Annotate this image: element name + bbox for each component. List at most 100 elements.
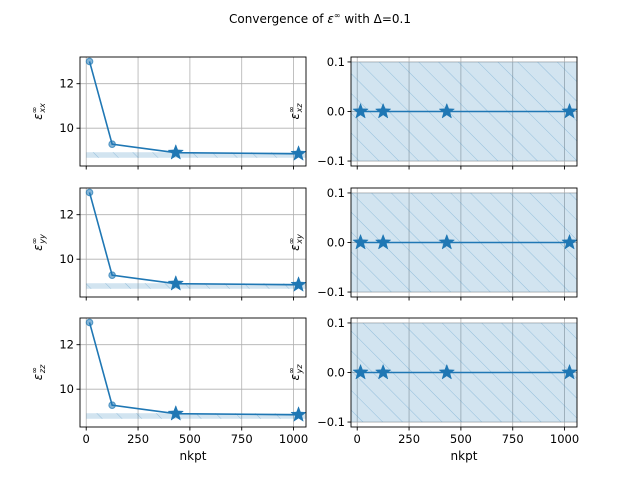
y-label-symbol: ε xyxy=(31,113,45,120)
star-marker-yy-3 xyxy=(290,276,306,292)
axes-frame-yy xyxy=(79,187,307,298)
y-tick-label: 0.0 xyxy=(327,236,345,250)
y-label-symbol: ε xyxy=(31,244,45,251)
point-marker-zz-1 xyxy=(108,401,116,410)
grid-zz xyxy=(80,318,306,427)
x-tick-label: 500 xyxy=(450,432,472,446)
grid-xx xyxy=(80,57,306,166)
star-marker-xy-3 xyxy=(561,233,577,250)
y-tick-label: −0.1 xyxy=(317,415,345,429)
y-tick-label: 0.0 xyxy=(327,366,345,380)
y-label-sup: ∞ xyxy=(287,106,296,113)
y-tick-label: 10 xyxy=(59,382,74,396)
star-marker-xx-3 xyxy=(290,145,306,161)
y-tick-label: −0.1 xyxy=(317,285,345,299)
series-line-zz xyxy=(88,322,299,416)
star-marker-yz-0 xyxy=(352,363,369,380)
y-tick-label: 10 xyxy=(59,252,74,266)
x-tick-label: 0 xyxy=(354,432,361,446)
y-label-sup: ∞ xyxy=(287,367,296,374)
point-marker-xx-1 xyxy=(108,140,116,148)
star-marker-xz-0 xyxy=(352,102,369,119)
x-tick-label: 250 xyxy=(127,432,149,446)
point-marker-yy-0 xyxy=(85,188,94,197)
star-marker-xz-3 xyxy=(561,102,577,119)
star-marker-yz-2 xyxy=(438,363,456,380)
point-marker-xx-0 xyxy=(85,57,94,66)
y-tick-label: 12 xyxy=(59,338,74,352)
y-label-sup: ∞ xyxy=(30,107,39,114)
y-axis-label-yy: ε∞yy xyxy=(30,234,47,251)
y-label-symbol: ε xyxy=(288,374,302,381)
y-axis-label-yz: ε∞yz xyxy=(287,364,304,381)
star-marker-xz-1 xyxy=(374,102,392,119)
star-marker-xy-1 xyxy=(374,233,392,250)
y-tick-label: 0.1 xyxy=(327,186,345,200)
band-hatch-xx xyxy=(86,152,306,158)
y-label-sub: yy xyxy=(38,234,47,245)
y-axis-label-xz: ε∞xz xyxy=(287,103,304,120)
plot-area-xx xyxy=(85,57,306,161)
y-label-sub: xx xyxy=(38,103,47,114)
x-tick-label: 500 xyxy=(179,432,201,446)
y-axis-label-xy: ε∞xy xyxy=(287,234,304,251)
y-label-symbol: ε xyxy=(288,113,302,120)
axes-frame-xx xyxy=(79,56,307,167)
grid-yy xyxy=(80,188,306,297)
star-marker-xy-2 xyxy=(438,233,456,250)
y-tick-label: 10 xyxy=(59,121,74,135)
band-hatch-yy xyxy=(86,283,306,289)
x-axis-label-yz: nkpt xyxy=(451,449,478,463)
y-label-sub: xy xyxy=(295,234,304,245)
x-axis-label-zz: nkpt xyxy=(180,449,207,463)
panel-yz: 0 250 500 750 1000 −0.1 0.0 0.1 ε∞yz nkpt xyxy=(287,316,579,463)
panel-xy: −0.1 0.0 0.1 ε∞xy xyxy=(287,186,578,301)
point-marker-yy-1 xyxy=(108,271,116,280)
plot-area-yz xyxy=(351,322,577,423)
band-hatch-zz xyxy=(86,413,306,419)
star-marker-xz-2 xyxy=(438,102,456,119)
y-label-sup: ∞ xyxy=(287,238,296,245)
y-tick-label: 12 xyxy=(59,208,74,222)
y-label-sup: ∞ xyxy=(30,367,39,374)
y-tick-label: −0.1 xyxy=(317,154,345,168)
x-tick-label: 1000 xyxy=(550,432,579,446)
y-label-sub: yz xyxy=(295,364,304,375)
y-tick-label: 0.1 xyxy=(327,55,345,69)
series-line-yy xyxy=(88,192,299,286)
plot-area-xz xyxy=(351,61,577,162)
x-tick-label: 750 xyxy=(502,432,524,446)
y-label-symbol: ε xyxy=(31,373,45,380)
x-tick-label: 0 xyxy=(83,432,90,446)
y-label-symbol: ε xyxy=(288,244,302,251)
star-marker-yz-1 xyxy=(374,363,392,380)
y-label-sub: zz xyxy=(38,364,47,374)
series-line-xx xyxy=(88,61,299,155)
y-label-sub: xz xyxy=(295,103,304,114)
point-marker-zz-0 xyxy=(85,318,94,327)
y-axis-label-zz: ε∞zz xyxy=(30,364,47,380)
x-tick-label: 750 xyxy=(231,432,253,446)
plot-area-zz xyxy=(85,318,306,422)
plot-area-xy xyxy=(351,192,577,293)
star-marker-zz-3 xyxy=(290,406,306,422)
chart-title: Convergence of ε∞ with Δ=0.1 xyxy=(229,11,411,26)
star-marker-zz-2 xyxy=(167,404,185,421)
x-tick-label: 1000 xyxy=(279,432,308,446)
plot-area-yy xyxy=(85,188,306,292)
y-tick-label: 0.0 xyxy=(327,105,345,119)
y-label-sup: ∞ xyxy=(30,238,39,245)
axes-frame-zz xyxy=(79,317,307,428)
panel-xz: −0.1 0.0 0.1 ε∞xz xyxy=(287,55,578,170)
y-tick-label: 12 xyxy=(59,77,74,91)
y-axis-label-xx: ε∞xx xyxy=(30,103,47,120)
star-marker-xy-0 xyxy=(352,233,369,250)
x-tick-label: 250 xyxy=(398,432,420,446)
y-tick-label: 0.1 xyxy=(327,316,345,330)
star-marker-xx-2 xyxy=(167,143,185,160)
star-marker-yz-3 xyxy=(561,363,577,380)
